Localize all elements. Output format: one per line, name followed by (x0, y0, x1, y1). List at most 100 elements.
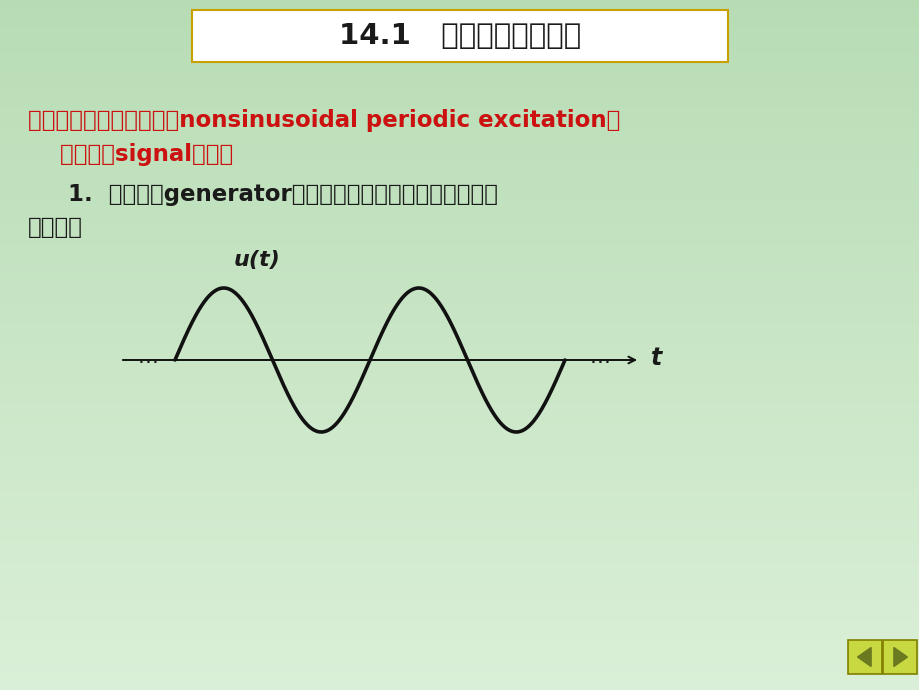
Bar (0, 312, 919, 313)
Bar (0, 450, 919, 451)
Bar (0, 5, 919, 6)
Bar (0, 45, 919, 46)
Bar (0, 501, 919, 502)
Bar (0, 276, 919, 277)
Bar (0, 214, 919, 215)
Bar (0, 458, 919, 459)
Bar (0, 13, 919, 14)
Bar (0, 407, 919, 408)
Bar (0, 329, 919, 330)
Bar (0, 619, 919, 620)
Bar (0, 260, 919, 261)
Bar (0, 413, 919, 414)
Bar (0, 23, 919, 24)
Bar (0, 104, 919, 105)
Bar (0, 319, 919, 320)
Bar (0, 454, 919, 455)
Bar (0, 125, 919, 126)
Bar (0, 470, 919, 471)
Bar (0, 237, 919, 238)
Bar (0, 19, 919, 20)
Bar (0, 369, 919, 370)
Bar (0, 673, 919, 674)
Bar (0, 481, 919, 482)
Bar (0, 128, 919, 129)
Bar (0, 116, 919, 117)
Bar (0, 294, 919, 295)
Bar (0, 59, 919, 60)
Bar (0, 138, 919, 139)
Bar (0, 346, 919, 347)
Bar (0, 231, 919, 232)
Bar (0, 475, 919, 476)
Bar (0, 358, 919, 359)
Bar (0, 206, 919, 207)
Bar (0, 212, 919, 213)
Bar (0, 669, 919, 670)
Bar (0, 378, 919, 379)
Bar (0, 52, 919, 53)
Bar (0, 642, 919, 643)
Bar (0, 467, 919, 468)
Bar (0, 159, 919, 160)
Bar (0, 119, 919, 120)
Bar (0, 11, 919, 12)
Bar (0, 362, 919, 363)
Bar (0, 261, 919, 262)
Bar (0, 451, 919, 452)
Bar (0, 315, 919, 316)
Bar (0, 275, 919, 276)
Bar (0, 370, 919, 371)
Bar (0, 468, 919, 469)
Bar (0, 345, 919, 346)
Bar (0, 68, 919, 69)
Bar (0, 420, 919, 421)
Bar (0, 599, 919, 600)
Bar (0, 326, 919, 327)
Bar (0, 158, 919, 159)
Bar (0, 536, 919, 537)
Bar (0, 629, 919, 630)
Bar (0, 472, 919, 473)
Bar (0, 490, 919, 491)
Bar (0, 246, 919, 247)
Bar (0, 415, 919, 416)
Bar (0, 307, 919, 308)
Bar (0, 184, 919, 185)
Bar (0, 32, 919, 33)
Bar (0, 365, 919, 366)
Bar (0, 465, 919, 466)
Bar (0, 269, 919, 270)
Bar (0, 424, 919, 425)
Bar (0, 555, 919, 556)
Bar (0, 554, 919, 555)
Bar (0, 249, 919, 250)
Bar (0, 57, 919, 58)
Bar (0, 143, 919, 144)
Bar (0, 650, 919, 651)
Bar (0, 352, 919, 353)
Bar (0, 630, 919, 631)
Bar (0, 94, 919, 95)
Bar (0, 2, 919, 3)
Bar (0, 375, 919, 376)
Bar (0, 447, 919, 448)
Bar (0, 151, 919, 152)
Bar (0, 161, 919, 162)
Bar (0, 525, 919, 526)
Bar (0, 666, 919, 667)
Bar (0, 568, 919, 569)
Bar (0, 90, 919, 91)
Text: u(t): u(t) (233, 250, 280, 270)
Bar (0, 87, 919, 88)
Polygon shape (857, 647, 870, 667)
Bar (0, 316, 919, 317)
Bar (0, 335, 919, 336)
Bar (0, 299, 919, 300)
Bar (0, 289, 919, 290)
Bar (0, 121, 919, 122)
Bar (0, 188, 919, 189)
Bar (0, 97, 919, 98)
Bar (0, 220, 919, 221)
Bar (0, 674, 919, 675)
